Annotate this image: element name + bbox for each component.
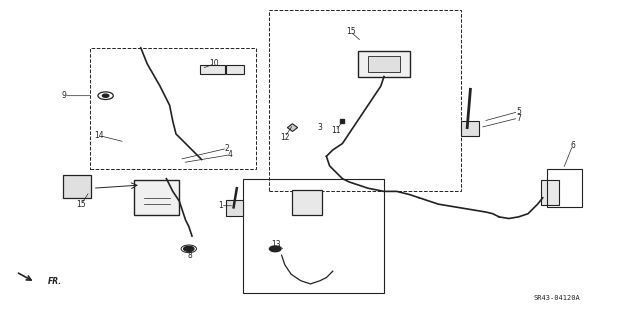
FancyBboxPatch shape — [134, 180, 179, 215]
Text: 8: 8 — [188, 251, 193, 260]
Text: 10: 10 — [209, 59, 220, 68]
Text: 12: 12 — [280, 133, 289, 142]
FancyBboxPatch shape — [461, 121, 479, 136]
Text: 5: 5 — [516, 107, 521, 116]
Text: 11: 11 — [332, 126, 340, 135]
Polygon shape — [287, 124, 298, 131]
FancyBboxPatch shape — [292, 190, 322, 215]
Text: 7: 7 — [516, 114, 521, 122]
Text: 3: 3 — [317, 123, 323, 132]
Text: SR43-04120A: SR43-04120A — [533, 295, 580, 301]
Text: 9: 9 — [61, 91, 67, 100]
Circle shape — [269, 246, 281, 252]
Text: FR.: FR. — [48, 277, 62, 286]
Text: 15: 15 — [346, 27, 356, 36]
Text: 1: 1 — [218, 201, 223, 210]
FancyBboxPatch shape — [358, 51, 410, 77]
FancyBboxPatch shape — [368, 56, 400, 72]
Text: 4: 4 — [228, 150, 233, 159]
FancyBboxPatch shape — [200, 65, 225, 74]
Circle shape — [184, 246, 194, 251]
Text: 2: 2 — [225, 144, 230, 153]
FancyBboxPatch shape — [226, 200, 243, 216]
Text: 14: 14 — [94, 131, 104, 140]
Circle shape — [102, 94, 109, 97]
Text: 6: 6 — [570, 141, 575, 150]
FancyBboxPatch shape — [63, 175, 91, 198]
Text: 13: 13 — [271, 240, 282, 249]
Text: 15: 15 — [76, 200, 86, 209]
FancyBboxPatch shape — [541, 180, 559, 205]
FancyBboxPatch shape — [226, 65, 244, 74]
